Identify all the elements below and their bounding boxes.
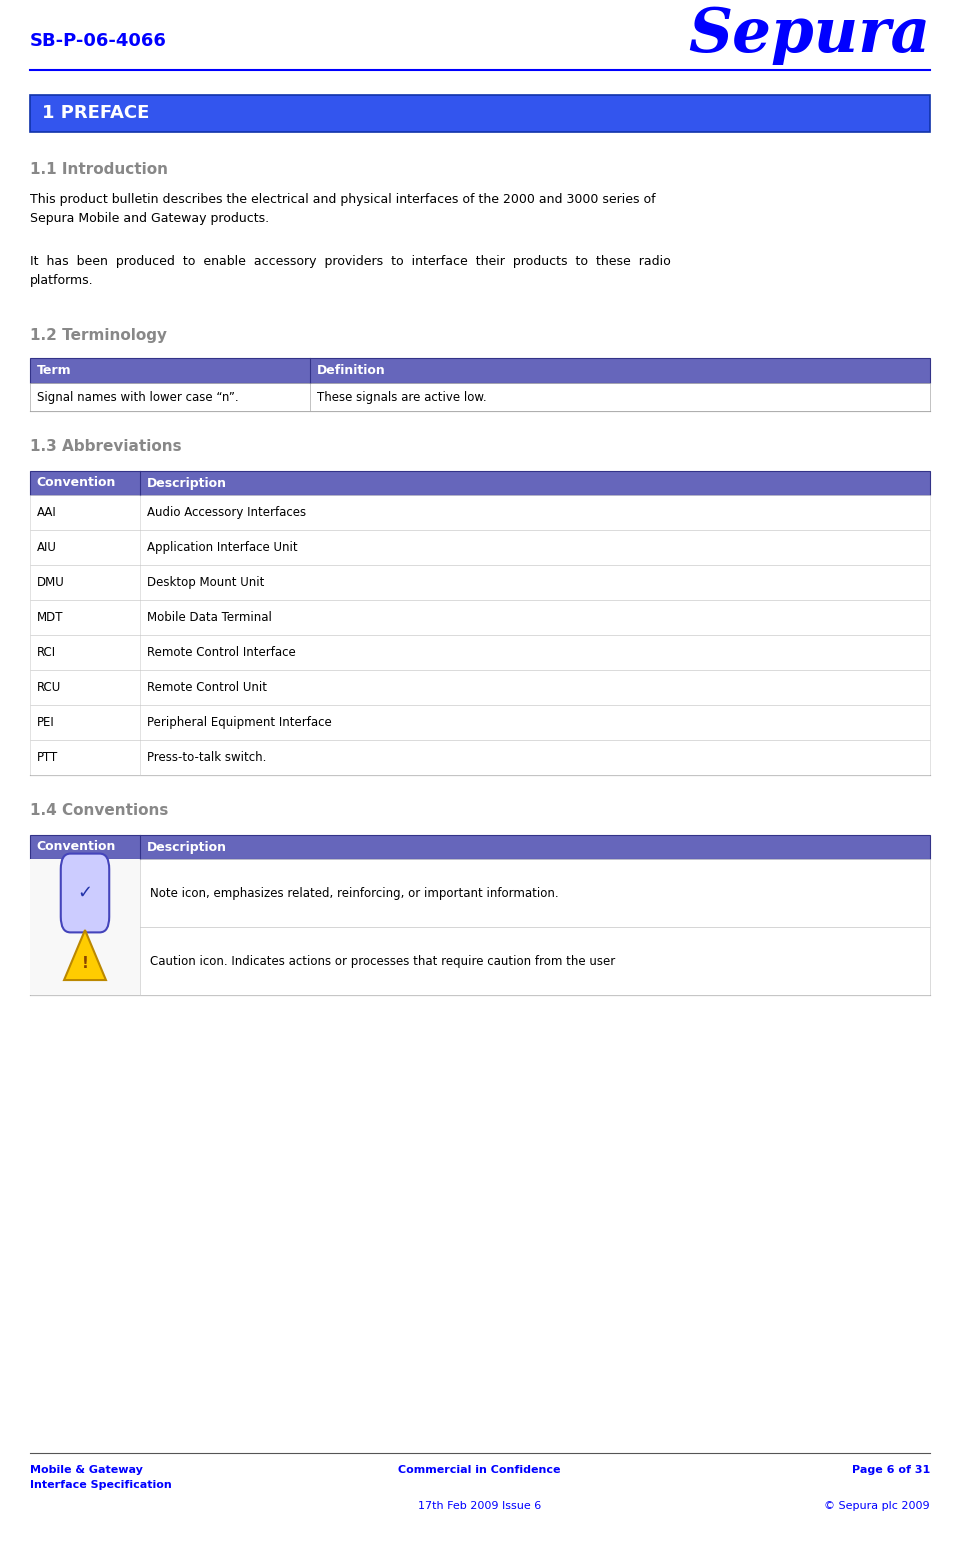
Text: PTT: PTT [36,751,58,764]
Text: 17th Feb 2009 Issue 6: 17th Feb 2009 Issue 6 [418,1501,541,1511]
Text: 1.1 Introduction: 1.1 Introduction [30,162,168,178]
Text: It  has  been  produced  to  enable  accessory  providers  to  interface  their : It has been produced to enable accessory… [30,256,670,287]
FancyBboxPatch shape [30,836,930,859]
Text: !: ! [82,956,88,971]
Text: RCI: RCI [36,645,56,659]
Text: Press-to-talk switch.: Press-to-talk switch. [147,751,266,764]
FancyBboxPatch shape [30,471,930,496]
Text: RCU: RCU [36,681,61,694]
Text: Desktop Mount Unit: Desktop Mount Unit [147,575,264,589]
Text: Term: Term [36,363,71,377]
Text: Convention: Convention [36,477,116,490]
Text: Description: Description [147,477,226,490]
FancyBboxPatch shape [30,741,930,775]
Text: This product bulletin describes the electrical and physical interfaces of the 20: This product bulletin describes the elec… [30,193,656,224]
Text: Page 6 of 31: Page 6 of 31 [852,1465,930,1475]
FancyBboxPatch shape [30,859,930,928]
Text: Mobile & Gateway
Interface Specification: Mobile & Gateway Interface Specification [30,1465,172,1490]
Text: 1 PREFACE: 1 PREFACE [41,104,149,123]
FancyBboxPatch shape [30,705,930,741]
FancyBboxPatch shape [30,928,140,995]
FancyBboxPatch shape [30,384,930,412]
Text: 1.4 Conventions: 1.4 Conventions [30,803,169,818]
Text: Audio Accessory Interfaces: Audio Accessory Interfaces [147,507,306,519]
FancyBboxPatch shape [30,928,930,995]
Text: AIU: AIU [36,541,57,553]
Text: Note icon, emphasizes related, reinforcing, or important information.: Note icon, emphasizes related, reinforci… [150,887,558,900]
Text: Remote Control Unit: Remote Control Unit [147,681,267,694]
FancyBboxPatch shape [30,359,930,384]
Text: Caution icon. Indicates actions or processes that require caution from the user: Caution icon. Indicates actions or proce… [150,954,615,968]
FancyBboxPatch shape [30,600,930,635]
Text: Peripheral Equipment Interface: Peripheral Equipment Interface [147,716,332,730]
FancyBboxPatch shape [30,670,930,705]
Text: 1.2 Terminology: 1.2 Terminology [30,327,167,343]
FancyBboxPatch shape [30,564,930,600]
Text: Remote Control Interface: Remote Control Interface [147,645,295,659]
Text: 1.3 Abbreviations: 1.3 Abbreviations [30,440,181,454]
Text: MDT: MDT [36,611,63,624]
Text: © Sepura plc 2009: © Sepura plc 2009 [825,1501,930,1511]
Text: Description: Description [147,840,226,853]
FancyBboxPatch shape [30,496,930,530]
Text: Convention: Convention [36,840,116,853]
FancyBboxPatch shape [30,635,930,670]
Text: AAI: AAI [36,507,57,519]
Text: SB-P-06-4066: SB-P-06-4066 [30,33,167,50]
Text: Application Interface Unit: Application Interface Unit [147,541,297,553]
Text: Signal names with lower case “n”.: Signal names with lower case “n”. [36,390,239,404]
Text: Definition: Definition [316,363,386,377]
Text: These signals are active low.: These signals are active low. [316,390,486,404]
Text: ✓: ✓ [78,884,93,903]
FancyBboxPatch shape [30,859,140,928]
Text: Commercial in Confidence: Commercial in Confidence [398,1465,561,1475]
FancyBboxPatch shape [30,530,930,564]
Text: DMU: DMU [36,575,64,589]
FancyBboxPatch shape [60,854,109,932]
Text: PEI: PEI [36,716,55,730]
FancyBboxPatch shape [30,95,930,133]
Polygon shape [64,931,105,981]
Text: Mobile Data Terminal: Mobile Data Terminal [147,611,271,624]
Text: Sepura: Sepura [688,5,930,65]
